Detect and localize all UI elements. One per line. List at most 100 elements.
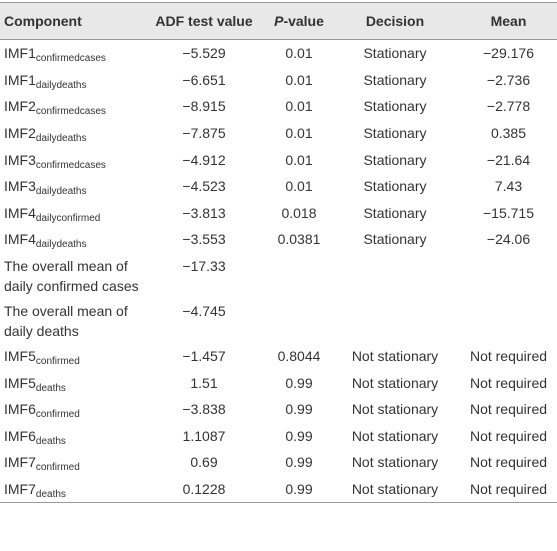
decision-cell: Stationary <box>363 231 427 248</box>
component-subscript: confirmed <box>35 409 80 421</box>
table-row: IMF7confirmed 0.69 0.99 Not stationary Not r… <box>0 449 557 476</box>
decision-cell: Stationary <box>363 125 427 142</box>
adf-cell: −3.838 <box>182 401 226 418</box>
component-cell: IMF5confirmed <box>0 348 140 368</box>
decision-cell: Not stationary <box>351 454 439 471</box>
p-cell: 0.01 <box>285 151 313 168</box>
component-name: IMF7 <box>4 454 36 471</box>
table-row: IMF2confirmedcases −8.915 0.01 Stationary −2… <box>0 93 557 120</box>
component-cell: IMF3dailydeaths <box>0 178 140 197</box>
mean-cell: −24.06 <box>486 231 531 248</box>
component-cell: IMF6confirmed <box>0 401 140 421</box>
table-row: IMF7deaths 0.1228 0.99 Not stationary Not re… <box>0 476 557 503</box>
table-row: IMF3dailydeaths −4.523 0.01 Stationary 7.43 <box>0 173 557 200</box>
component-cell: IMF1confirmedcases <box>0 45 140 64</box>
adf-cell: 1.1087 <box>182 427 226 444</box>
adf-cell: 0.1228 <box>182 481 226 498</box>
table-row: IMF4dailydeaths −3.553 0.0381 Stationary −24… <box>0 226 557 253</box>
decision-cell: Stationary <box>363 151 427 168</box>
table-row: IMF5confirmed −1.457 0.8044 Not stationary N… <box>0 343 557 370</box>
adf-cell: −4.912 <box>182 151 226 168</box>
header-row: Component ADF test value P-value Decisio… <box>0 3 557 40</box>
p-cell: 0.01 <box>285 71 313 88</box>
mean-cell: Not required <box>469 454 548 471</box>
component-subscript: confirmed <box>35 462 80 474</box>
component-cell: IMF7deaths <box>0 481 140 501</box>
component-cell: IMF6deaths <box>0 427 140 447</box>
p-cell: 0.99 <box>285 481 313 498</box>
header-cell: P-value <box>268 13 330 29</box>
p-cell: 0.99 <box>285 427 313 444</box>
component-subscript: dailyconfirmed <box>35 212 101 224</box>
p-cell: 0.99 <box>285 401 313 418</box>
mean-cell: 0.385 <box>490 125 527 142</box>
component-name: The overall mean of daily confirmed case… <box>4 257 139 294</box>
component-cell: IMF1dailydeaths <box>0 71 140 91</box>
component-name: IMF5 <box>4 348 36 365</box>
component-name: IMF4 <box>4 204 36 221</box>
component-subscript: deaths <box>35 435 66 447</box>
component-cell: IMF2confirmedcases <box>0 98 140 117</box>
component-subscript: deaths <box>35 489 66 501</box>
component-name: IMF7 <box>4 481 36 498</box>
component-subscript: confirmedcases <box>35 159 106 171</box>
adf-cell: −1.457 <box>182 348 226 365</box>
table-row: IMF4dailyconfirmed −3.813 0.018 Stationary −… <box>0 200 557 227</box>
decision-cell: Not stationary <box>351 348 439 365</box>
component-name: IMF1 <box>4 71 36 88</box>
component-name: IMF4 <box>4 231 36 248</box>
component-subscript: deaths <box>35 382 66 394</box>
adf-cell: −17.33 <box>182 257 226 274</box>
adf-cell: −3.553 <box>182 231 226 248</box>
adf-cell: −4.523 <box>182 178 226 195</box>
adf-cell: 0.69 <box>190 454 218 471</box>
component-name: IMF6 <box>4 401 36 418</box>
component-subscript: confirmed <box>35 356 80 368</box>
header-cell: ADF test value <box>155 13 253 29</box>
mean-cell: Not required <box>469 348 548 365</box>
table-row: IMF5deaths 1.51 0.99 Not stationary Not requ… <box>0 369 557 396</box>
table-row: The overall mean of daily deaths −4.745 <box>0 298 557 343</box>
table-row: IMF6deaths 1.1087 0.99 Not stationary Not re… <box>0 423 557 450</box>
mean-cell: 7.43 <box>494 178 523 195</box>
component-subscript: dailydeaths <box>35 133 87 145</box>
p-cell: 0.99 <box>285 374 313 391</box>
p-cell: 0.01 <box>285 98 313 115</box>
component-cell: IMF4dailyconfirmed <box>0 204 140 224</box>
mean-cell: Not required <box>469 481 548 498</box>
component-name: The overall mean of daily deaths <box>4 302 128 339</box>
table-row: IMF1dailydeaths −6.651 0.01 Stationary −2.73… <box>0 67 557 94</box>
component-cell: IMF5deaths <box>0 375 140 394</box>
component-cell: The overall mean of daily deaths <box>0 301 140 341</box>
adf-cell: −7.875 <box>182 125 226 142</box>
mean-cell: Not required <box>469 374 548 391</box>
mean-cell: −29.176 <box>483 45 534 62</box>
component-subscript: dailydeaths <box>35 239 87 251</box>
mean-cell: −15.715 <box>483 204 534 221</box>
table: Component ADF test value P-value Decisio… <box>0 2 557 504</box>
header-text: -value <box>283 13 324 29</box>
decision-cell: Stationary <box>363 178 427 195</box>
p-cell: 0.01 <box>285 125 313 142</box>
component-name: IMF1 <box>4 45 36 62</box>
adf-cell: −3.813 <box>182 204 226 221</box>
header-cell: Mean <box>490 13 527 29</box>
component-name: IMF6 <box>4 427 36 444</box>
p-cell: 0.01 <box>285 178 313 195</box>
component-cell: IMF2dailydeaths <box>0 125 140 145</box>
table-row: IMF6confirmed −3.838 0.99 Not stationary Not… <box>0 396 557 423</box>
component-name: IMF3 <box>4 178 36 195</box>
component-cell: The overall mean of daily confirmed case… <box>0 256 140 296</box>
decision-cell: Stationary <box>363 204 427 221</box>
adf-cell: −6.651 <box>182 71 226 88</box>
header-italic: P <box>274 13 284 29</box>
decision-cell: Not stationary <box>351 427 439 444</box>
decision-cell: Not stationary <box>351 481 439 498</box>
component-name: IMF2 <box>4 98 36 115</box>
component-cell: IMF3confirmedcases <box>0 152 140 171</box>
decision-cell: Not stationary <box>351 401 439 418</box>
mean-cell: −2.736 <box>486 71 531 88</box>
table-row: The overall mean of daily confirmed case… <box>0 253 557 298</box>
decision-cell: Not stationary <box>351 374 439 391</box>
